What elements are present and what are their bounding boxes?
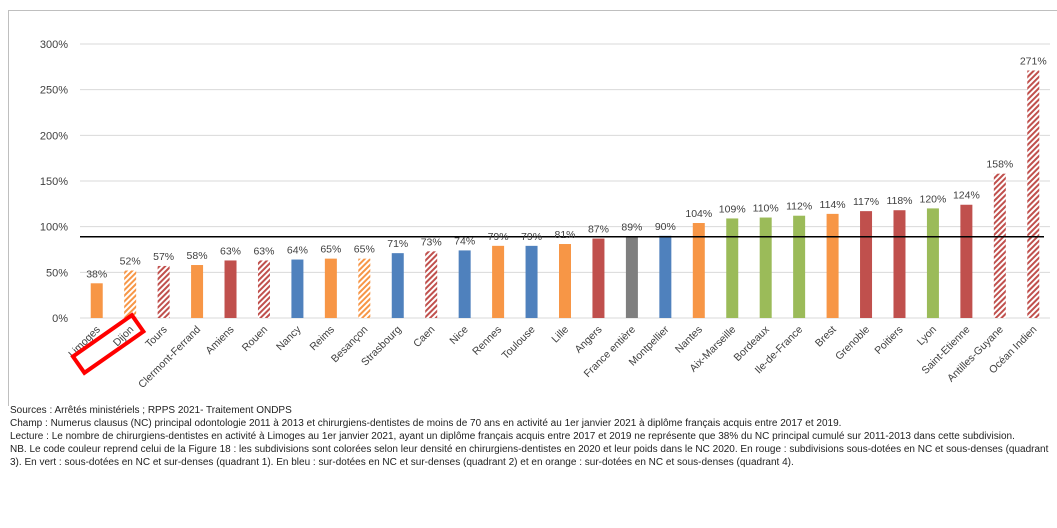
bar-poitiers bbox=[893, 210, 906, 318]
y-tick-label: 50% bbox=[46, 267, 68, 279]
data-label: 52% bbox=[120, 256, 141, 268]
bar-montpellier bbox=[659, 235, 672, 318]
bar-rennes bbox=[492, 245, 505, 318]
data-label: 79% bbox=[521, 231, 542, 243]
data-label: 271% bbox=[1020, 55, 1047, 67]
data-label: 110% bbox=[753, 203, 779, 215]
chart-notes: Sources : Arrêtés ministériels ; RPPS 20… bbox=[10, 404, 1055, 469]
sources-note: Sources : Arrêtés ministériels ; RPPS 20… bbox=[10, 405, 292, 416]
bar-rouen bbox=[257, 260, 270, 318]
y-tick-label: 100% bbox=[40, 222, 68, 234]
highlight-box bbox=[70, 312, 147, 376]
bar-toulouse bbox=[525, 245, 538, 318]
bar-reims bbox=[324, 258, 337, 318]
bar-ile-de-france bbox=[793, 215, 806, 318]
bar-strasbourg bbox=[391, 253, 404, 318]
data-label: 64% bbox=[287, 245, 308, 257]
x-tick-label: Reims bbox=[307, 324, 337, 354]
data-label: 81% bbox=[554, 229, 575, 241]
bar-limoges bbox=[90, 283, 103, 318]
bar-clermont-ferrand bbox=[191, 265, 204, 318]
x-tick-label: Toulouse bbox=[499, 324, 537, 362]
data-label: 117% bbox=[853, 196, 879, 208]
y-tick-label: 200% bbox=[40, 130, 68, 142]
data-label: 57% bbox=[153, 251, 174, 263]
bar-grenoble bbox=[860, 211, 873, 318]
data-label: 65% bbox=[354, 244, 375, 256]
y-tick-label: 300% bbox=[40, 39, 68, 51]
y-tick-label: 0% bbox=[52, 313, 68, 325]
chart-frame bbox=[8, 10, 1057, 406]
y-tick-label: 250% bbox=[40, 85, 68, 97]
bar-lille bbox=[559, 244, 571, 318]
y-tick-label: 150% bbox=[40, 176, 68, 188]
data-label: 109% bbox=[719, 203, 746, 215]
data-label: 71% bbox=[387, 238, 408, 250]
data-label: 73% bbox=[421, 236, 442, 248]
x-tick-label: Poitiers bbox=[872, 324, 905, 357]
bar-nantes bbox=[692, 223, 705, 318]
bar-antilles-guyane bbox=[993, 173, 1006, 318]
bar-saint-etienne bbox=[960, 204, 973, 318]
bar-caen bbox=[425, 251, 438, 318]
bar-chart: 38% 52% 57% 58% 63% 63% 64% 65% 65% 71% 73% 74% 79% 7… bbox=[40, 39, 1050, 391]
x-tick-label: Limoges bbox=[66, 324, 103, 361]
data-label: 63% bbox=[220, 245, 241, 257]
data-label: 87% bbox=[588, 224, 609, 236]
data-label: 79% bbox=[488, 231, 509, 243]
x-tick-label: Rouen bbox=[240, 324, 270, 354]
data-label: 65% bbox=[320, 244, 341, 256]
bar-lyon bbox=[926, 208, 939, 318]
x-tick-label: Clermont-Ferrand bbox=[136, 324, 203, 391]
data-label: 38% bbox=[86, 268, 107, 280]
data-labels: 38% 52% 57% 58% 63% 63% 64% 65% 65% 71% 73% 74% 79% 7… bbox=[86, 55, 1046, 280]
bar-bordeaux bbox=[759, 217, 772, 318]
data-label: 104% bbox=[685, 208, 712, 220]
bar-brest bbox=[826, 213, 839, 318]
x-tick-label: Angers bbox=[573, 324, 605, 356]
data-label: 89% bbox=[621, 222, 642, 234]
axes: 0%50%100%150%200%250%300%Limoges Dijon Tou… bbox=[40, 39, 1040, 391]
bar-tours bbox=[157, 265, 170, 318]
x-tick-label: Grenoble bbox=[833, 324, 872, 363]
data-label: 74% bbox=[454, 235, 475, 247]
x-tick-label: Lyon bbox=[915, 324, 939, 348]
champ-note: Champ : Numerus clausus (NC) principal o… bbox=[10, 418, 842, 429]
data-label: 112% bbox=[786, 201, 812, 213]
bar-aix-marseille bbox=[726, 218, 739, 318]
bar-amiens bbox=[224, 260, 237, 318]
bar-nice bbox=[458, 250, 471, 318]
data-label: 63% bbox=[253, 245, 274, 257]
x-tick-label: Amiens bbox=[203, 324, 236, 357]
x-tick-label: Nice bbox=[447, 324, 470, 347]
bar-besan-on bbox=[358, 258, 371, 318]
x-tick-label: Tours bbox=[143, 324, 170, 351]
x-tick-label: Brest bbox=[813, 324, 839, 350]
bars bbox=[90, 70, 1040, 318]
data-label: 124% bbox=[953, 190, 980, 202]
x-tick-label: Nantes bbox=[673, 324, 705, 356]
bar-oc-an-indien bbox=[1027, 70, 1040, 318]
data-label: 120% bbox=[920, 193, 947, 205]
data-label: 58% bbox=[187, 250, 208, 262]
bar-dijon bbox=[124, 270, 137, 318]
bar-nancy bbox=[291, 259, 304, 318]
data-label: 114% bbox=[820, 199, 846, 211]
x-tick-label: Nancy bbox=[274, 323, 304, 353]
nb-note: NB. Le code couleur reprend celui de la … bbox=[10, 444, 1049, 468]
bar-france-enti-re bbox=[625, 236, 638, 318]
x-tick-label: Lille bbox=[549, 324, 571, 346]
x-tick-label: Caen bbox=[411, 324, 437, 350]
bar-angers bbox=[592, 238, 605, 318]
data-label: 158% bbox=[986, 159, 1013, 171]
data-label: 118% bbox=[886, 195, 912, 207]
lecture-note: Lecture : Le nombre de chirurgiens-denti… bbox=[10, 431, 1015, 442]
data-label: 90% bbox=[655, 221, 676, 233]
